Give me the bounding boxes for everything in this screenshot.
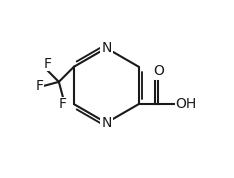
Text: N: N (101, 41, 112, 55)
Text: F: F (35, 79, 43, 93)
Text: F: F (59, 97, 67, 111)
Text: F: F (44, 57, 51, 70)
Text: N: N (101, 116, 112, 130)
Text: OH: OH (175, 97, 196, 111)
Text: O: O (153, 64, 164, 78)
